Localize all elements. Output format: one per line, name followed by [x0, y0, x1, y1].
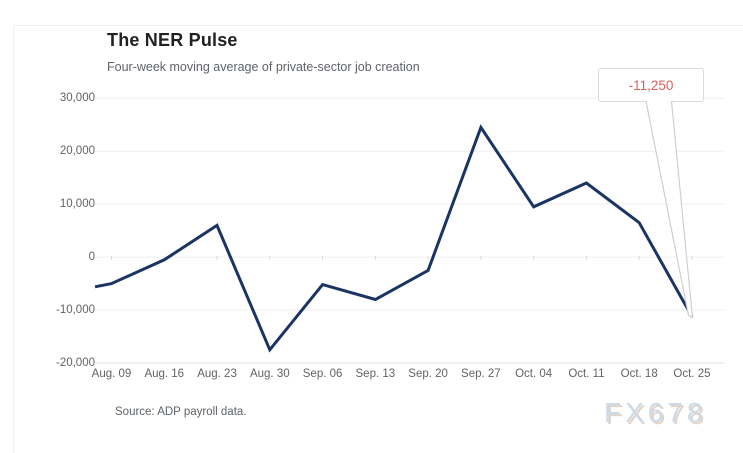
chart-title: The NER Pulse — [107, 30, 238, 50]
y-tick-label: 0 — [88, 251, 95, 264]
x-tick-label: Sep. 20 — [408, 368, 448, 380]
x-tick-label: Oct. 18 — [620, 368, 658, 380]
annotation-callout: -11,250 — [598, 68, 704, 102]
chart-subtitle: Four-week moving average of private-sect… — [107, 60, 420, 74]
watermark: FX678 — [604, 397, 707, 428]
x-tick-label: Aug. 30 — [249, 368, 290, 380]
x-tick-label: Oct. 25 — [673, 368, 711, 380]
x-tick-label: Aug. 09 — [91, 368, 132, 380]
annotation-value: -11,250 — [628, 77, 674, 93]
source-note: Source: ADP payroll data. — [115, 406, 247, 418]
x-tick-label: Sep. 06 — [302, 368, 343, 380]
y-tick-label: -10,000 — [55, 304, 95, 317]
y-tick-label: -20,000 — [55, 357, 95, 369]
x-tick-label: Aug. 23 — [197, 368, 237, 380]
x-tick-label: Sep. 27 — [461, 368, 501, 380]
x-tick-label: Sep. 13 — [355, 368, 396, 380]
x-tick-label: Oct. 11 — [568, 368, 605, 380]
y-tick-label: 20,000 — [59, 145, 95, 158]
y-tick-label: 30,000 — [59, 92, 95, 105]
y-tick-label: 10,000 — [59, 198, 95, 211]
x-tick-label: Oct. 04 — [515, 368, 553, 380]
x-tick-label: Aug. 16 — [144, 368, 185, 380]
card-border — [13, 25, 743, 453]
